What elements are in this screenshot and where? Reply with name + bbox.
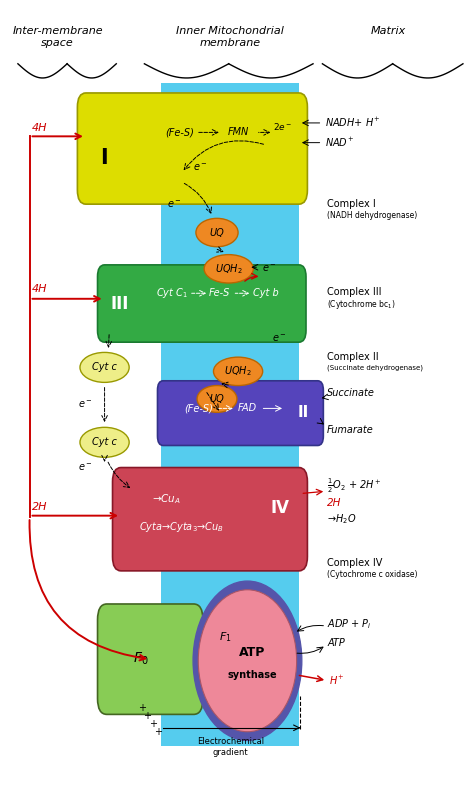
Text: Cyt b: Cyt b [254, 288, 279, 299]
Text: NADH+ H$^+$: NADH+ H$^+$ [325, 116, 380, 130]
Text: 4H: 4H [32, 284, 47, 295]
Ellipse shape [80, 352, 129, 382]
Text: 2H: 2H [327, 498, 342, 508]
Text: Cyta→Cyta$_3$→Cu$_B$: Cyta→Cyta$_3$→Cu$_B$ [139, 520, 224, 534]
Text: Cyt c: Cyt c [92, 438, 117, 447]
Text: (Cytochrome c oxidase): (Cytochrome c oxidase) [327, 570, 418, 578]
Text: Cyt c: Cyt c [92, 363, 117, 372]
Text: UQH$_2$: UQH$_2$ [224, 364, 252, 378]
Text: $2e^-$: $2e^-$ [273, 121, 292, 132]
Text: NAD$^+$: NAD$^+$ [325, 136, 354, 149]
Text: ATP: ATP [239, 646, 265, 660]
FancyBboxPatch shape [113, 468, 307, 571]
Text: 4H: 4H [32, 122, 47, 133]
Text: Fe-S: Fe-S [209, 288, 230, 299]
Text: +: + [155, 727, 162, 737]
Text: +: + [149, 719, 157, 729]
Text: H$^+$: H$^+$ [329, 674, 345, 687]
Text: +: + [138, 703, 146, 713]
Text: ADP + P$_i$: ADP + P$_i$ [327, 617, 372, 630]
Ellipse shape [198, 590, 297, 732]
Ellipse shape [197, 386, 237, 412]
Ellipse shape [193, 581, 302, 740]
Text: $e^-$: $e^-$ [79, 462, 93, 473]
FancyBboxPatch shape [97, 265, 306, 342]
Text: (NADH dehydrogenase): (NADH dehydrogenase) [327, 211, 417, 220]
Text: IV: IV [271, 498, 290, 517]
Text: $e^-$: $e^-$ [262, 263, 276, 274]
Text: $e^-$: $e^-$ [167, 198, 182, 209]
Text: ATP: ATP [327, 638, 345, 649]
Text: $e^-$: $e^-$ [272, 333, 287, 344]
Ellipse shape [80, 427, 129, 457]
Text: Fumarate: Fumarate [327, 425, 374, 435]
Text: →Cu$_A$: →Cu$_A$ [152, 492, 182, 506]
Ellipse shape [204, 254, 254, 283]
Text: Matrix: Matrix [370, 26, 406, 36]
Text: Complex II: Complex II [327, 352, 379, 362]
FancyBboxPatch shape [97, 604, 203, 714]
Text: UQ: UQ [210, 228, 224, 238]
Text: UQH$_2$: UQH$_2$ [215, 262, 243, 276]
Text: Electrochemical
gradient: Electrochemical gradient [197, 737, 264, 757]
Text: Complex IV: Complex IV [327, 558, 383, 568]
Text: $e^-$: $e^-$ [79, 400, 93, 410]
Text: synthase: synthase [228, 670, 277, 680]
FancyBboxPatch shape [158, 381, 324, 446]
Ellipse shape [213, 357, 263, 386]
Text: III: III [110, 295, 129, 313]
Text: I: I [100, 149, 107, 168]
Text: $e^-$: $e^-$ [193, 163, 208, 173]
Text: Complex III: Complex III [327, 288, 382, 298]
Text: UQ: UQ [210, 394, 224, 404]
Text: $\frac{1}{2}$O$_2$ + 2H$^+$: $\frac{1}{2}$O$_2$ + 2H$^+$ [327, 476, 381, 495]
Text: Cyt C$_1$: Cyt C$_1$ [157, 286, 189, 300]
FancyBboxPatch shape [78, 93, 307, 204]
Text: (Fe-S): (Fe-S) [184, 404, 213, 413]
Text: FAD: FAD [238, 404, 257, 413]
Text: (Fe-S): (Fe-S) [165, 127, 194, 137]
Text: Inter-membrane
space: Inter-membrane space [12, 26, 103, 47]
Text: Inner Mitochondrial
membrane: Inner Mitochondrial membrane [176, 26, 284, 47]
Text: Complex I: Complex I [327, 199, 376, 209]
Text: II: II [298, 404, 309, 419]
Text: +: + [143, 711, 151, 721]
Text: Succinate: Succinate [327, 388, 375, 397]
Text: FMN: FMN [228, 127, 249, 137]
Ellipse shape [196, 218, 238, 246]
Text: 2H: 2H [32, 502, 47, 512]
Text: (Succinate dehydrogenase): (Succinate dehydrogenase) [327, 365, 423, 371]
Text: (Cytochrome bc$_1$): (Cytochrome bc$_1$) [327, 298, 396, 310]
Text: F$_1$: F$_1$ [219, 630, 231, 644]
FancyBboxPatch shape [161, 84, 299, 746]
Text: F$_0$: F$_0$ [133, 651, 149, 668]
Text: →H$_2$O: →H$_2$O [327, 512, 357, 525]
